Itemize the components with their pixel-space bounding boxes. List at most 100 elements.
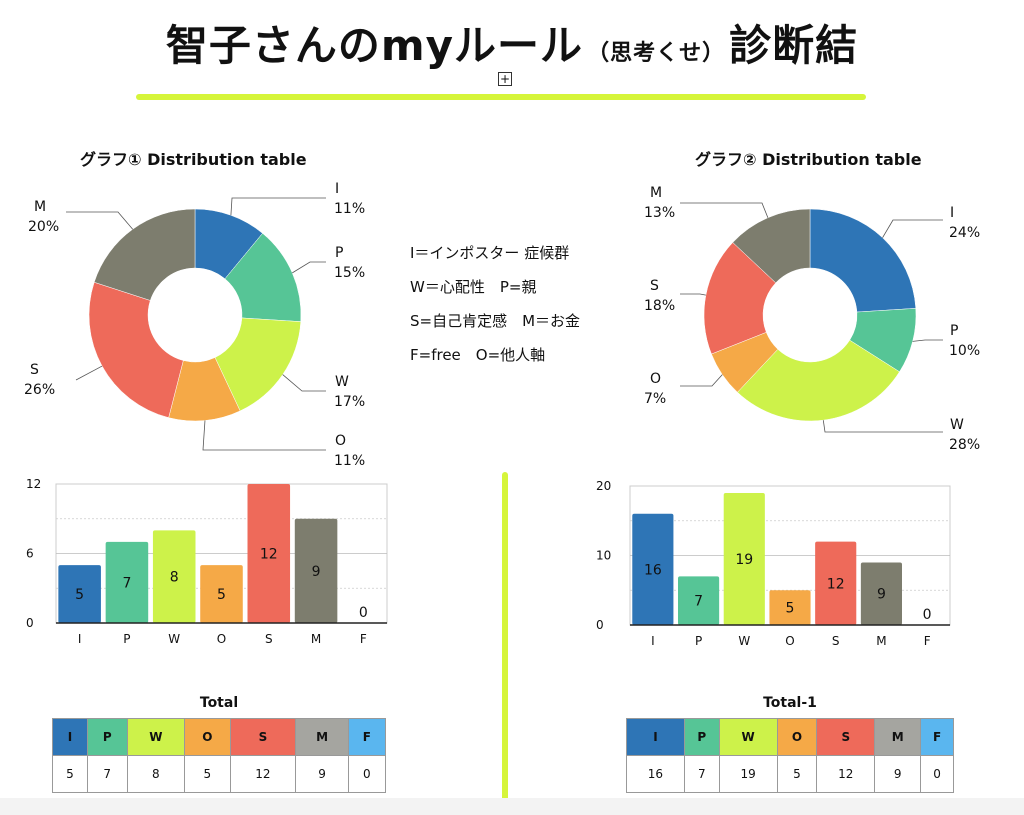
bar1-bar-m: [294, 518, 338, 623]
table-header-s: S: [816, 718, 876, 756]
pie2-leader-m: [680, 202, 769, 218]
table-cell-s: 12: [229, 755, 297, 793]
bar2-bar-i: [632, 513, 674, 625]
table-cell-f: 0: [920, 755, 954, 793]
bar1-xtick-p: P: [123, 632, 130, 646]
pie2-label-s: S: [650, 278, 659, 294]
bar1-bar-s: [247, 484, 291, 623]
bar2-value-s: 12: [827, 576, 845, 592]
bar1-ytick: 6: [26, 547, 34, 561]
highlight-stroke-divider: [502, 472, 508, 812]
bar2-bar-o: [769, 590, 811, 625]
bar2-xtick-o: O: [785, 634, 794, 648]
pie1-leader-p: [292, 261, 326, 274]
table-cell-o: 5: [776, 755, 818, 793]
pie1-leader-m: [66, 211, 133, 230]
page-title: 智子さんのmyルール （思考くせ）診断結: [0, 12, 1024, 73]
bar2-value-f: 0: [923, 607, 932, 623]
pie1-label-m: M: [34, 199, 46, 215]
total-table: I P W O S M F 5 7 8 5 12 9 0: [52, 718, 387, 793]
legend-line: I＝インポスター 症候群: [410, 244, 570, 262]
bar1-xtick-w: W: [168, 632, 180, 646]
legend-line: S=自己肯定感 M＝お金: [410, 312, 581, 330]
pie2-leader-i: [882, 219, 943, 238]
bar1-xtick-m: M: [311, 632, 321, 646]
pie1-percent-s: 26%: [24, 382, 55, 398]
pie2-percent-o: 7%: [644, 391, 666, 407]
pie2-leader-s: [680, 293, 706, 296]
bar2-bar-s: [815, 541, 857, 625]
bar2-value-p: 7: [694, 594, 703, 610]
pie1-percent-i: 11%: [334, 201, 365, 217]
bar1-value-i: 5: [75, 587, 84, 603]
pie2-label-w: W: [950, 417, 964, 433]
bar1-bar-p: [105, 541, 149, 623]
table-header-p: P: [683, 718, 720, 756]
table-header-p: P: [86, 718, 128, 756]
bar1-value-o: 5: [217, 587, 226, 603]
table-cell-f: 0: [347, 755, 387, 793]
total1-table: I P W O S M F 16 7 19 5 12 9 0: [626, 718, 954, 793]
pie1-percent-o: 11%: [334, 453, 365, 469]
bottom-strip: [0, 798, 1024, 815]
pie1-percent-m: 20%: [28, 219, 59, 235]
table-cell-i: 5: [52, 755, 88, 793]
pie2-leader-p: [912, 339, 943, 342]
bar2-xtick-i: I: [651, 634, 655, 648]
bar1-value-f: 0: [359, 605, 368, 621]
bar1-value-p: 7: [122, 575, 131, 591]
table-cell-w: 8: [126, 755, 186, 793]
table-cell-s: 12: [816, 755, 876, 793]
pie1-leader-w: [282, 374, 326, 392]
title-end: 診断結: [729, 21, 859, 70]
bar1-xtick-f: F: [360, 632, 367, 646]
pie2-percent-i: 24%: [949, 225, 980, 241]
table-header-w: W: [718, 718, 778, 756]
bar1-xtick-s: S: [265, 632, 273, 646]
bar2-ytick: 20: [596, 479, 611, 493]
pie2-percent-m: 13%: [644, 205, 675, 221]
pie2-percent-w: 28%: [949, 437, 980, 453]
table-header-o: O: [776, 718, 818, 756]
pie2-label-m: M: [650, 185, 662, 201]
highlight-stroke-top: [136, 94, 866, 100]
table-header-m: M: [295, 718, 349, 756]
pie2-label-p: P: [950, 323, 958, 339]
pie1-slice-w: [214, 317, 302, 412]
table-header-i: I: [626, 718, 685, 756]
table-cell-p: 7: [86, 755, 128, 793]
bar2-ytick: 10: [596, 549, 611, 563]
pie2-label-i: I: [950, 205, 954, 221]
pie1-slice-s: [88, 281, 184, 418]
bar1-ytick: 0: [26, 616, 34, 630]
table-cell-w: 19: [718, 755, 778, 793]
pie1-leader-i: [230, 197, 326, 216]
bar2-bar-m: [860, 562, 902, 625]
table-header-m: M: [874, 718, 922, 756]
total-table-title: Total: [199, 695, 239, 711]
pie1-leader-s: [75, 365, 103, 381]
bar1-xtick-i: I: [78, 632, 82, 646]
table-cell-o: 5: [184, 755, 231, 793]
category-legend: I＝インポスター 症候群 W＝心配性 P=親 S=自己肯定感 M＝お金 F=fr…: [410, 236, 580, 372]
pie1-title: グラフ① Distribution table: [80, 150, 307, 169]
pie2-percent-s: 18%: [644, 298, 675, 314]
bar2-bar-w: [723, 492, 765, 625]
title-sub: （思考くせ）: [587, 41, 726, 66]
pie1-label-w: W: [335, 374, 349, 390]
table-header-i: I: [52, 718, 88, 756]
bar2-value-w: 19: [735, 552, 753, 568]
bar2-xtick-p: P: [695, 634, 702, 648]
bar2-xtick-s: S: [832, 634, 840, 648]
pie1-label-p: P: [335, 245, 343, 261]
bar2-value-m: 9: [877, 587, 886, 603]
expand-icon[interactable]: +: [498, 72, 512, 86]
bar1-bar-i: [58, 565, 101, 623]
pie1-leader-o: [202, 420, 326, 451]
bar2-value-i: 16: [644, 562, 662, 578]
legend-line: F=free O=他人軸: [410, 346, 546, 364]
bar1-value-s: 12: [260, 547, 278, 563]
pie2-slice-i: [809, 208, 917, 313]
